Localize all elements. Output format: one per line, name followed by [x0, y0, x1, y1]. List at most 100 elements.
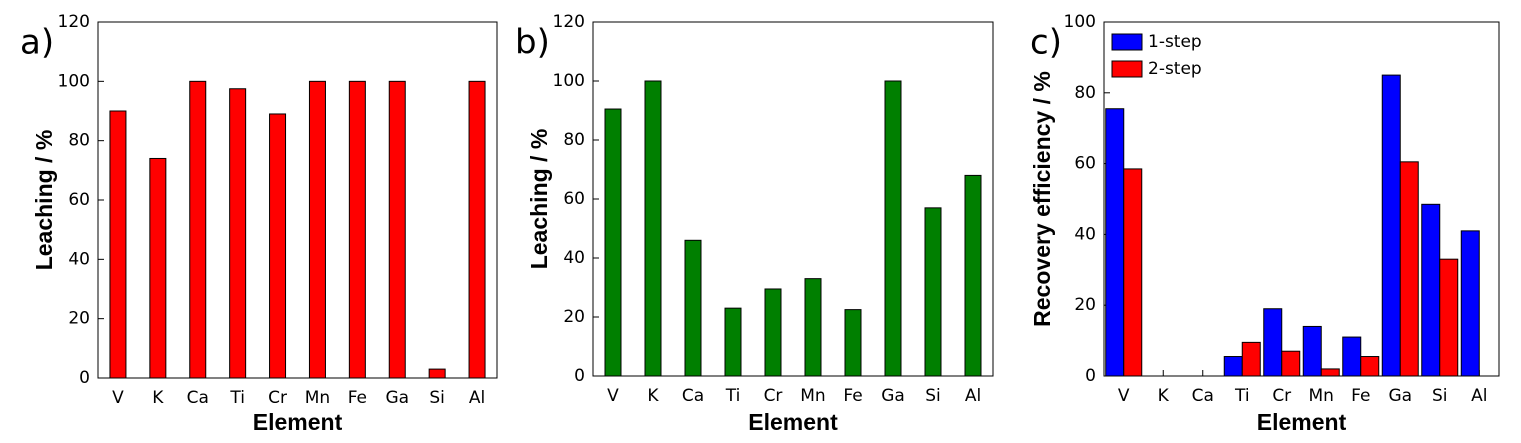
y-axis-label: Recovery efficiency / %: [1029, 71, 1055, 327]
x-tick-label: Ti: [229, 388, 245, 408]
x-tick-label: Mn: [1309, 386, 1334, 406]
bar: [884, 80, 902, 377]
legend-swatch: [1111, 33, 1143, 51]
legend-label: 1-step: [1148, 32, 1202, 52]
bar: [804, 278, 822, 377]
bar: [1223, 356, 1243, 377]
y-tick-label: 0: [1085, 366, 1096, 386]
bar: [1421, 203, 1441, 377]
bar: [964, 174, 982, 377]
bar: [1439, 258, 1459, 377]
panel-label: a): [20, 23, 54, 63]
bar: [604, 108, 622, 377]
bar: [269, 113, 287, 379]
x-tick-label: K: [152, 388, 164, 408]
x-tick-label: K: [647, 386, 659, 406]
y-tick-label: 40: [68, 249, 90, 269]
plot-frame: [1103, 21, 1500, 377]
bar: [1263, 308, 1283, 377]
y-tick-label: 0: [79, 368, 90, 388]
y-tick-label: 80: [1074, 83, 1096, 103]
x-tick-label: Si: [1432, 386, 1448, 406]
x-tick-label: Ca: [1192, 386, 1214, 406]
bar: [684, 239, 702, 377]
x-tick-label: V: [112, 388, 124, 408]
y-tick-label: 100: [553, 71, 585, 91]
y-tick-label: 100: [58, 71, 90, 91]
legend-swatch: [1111, 60, 1143, 78]
bar: [1302, 325, 1322, 377]
y-axis-label: Leaching / %: [526, 129, 552, 270]
bar: [724, 307, 742, 377]
x-tick-label: Ti: [725, 386, 741, 406]
y-tick-label: 40: [1074, 224, 1096, 244]
x-tick-label: Cr: [1272, 386, 1291, 406]
x-tick-label: V: [1118, 386, 1130, 406]
x-tick-label: V: [607, 386, 619, 406]
y-tick-label: 20: [68, 309, 90, 329]
y-tick-label: 60: [68, 190, 90, 210]
bar: [924, 207, 942, 377]
x-tick-label: Fe: [843, 386, 862, 406]
x-tick-label: Ga: [881, 386, 905, 406]
x-tick-label: Ca: [682, 386, 704, 406]
x-tick-label: Si: [429, 388, 445, 408]
bar: [348, 80, 366, 379]
y-tick-label: 0: [574, 366, 585, 386]
bar: [1123, 168, 1143, 377]
x-axis-label: Element: [1257, 409, 1347, 435]
x-tick-label: Si: [925, 386, 941, 406]
bar: [1281, 350, 1301, 377]
bar: [308, 80, 326, 379]
bar: [1105, 108, 1125, 377]
y-tick-label: 60: [1074, 154, 1096, 174]
x-axis-label: Element: [253, 409, 343, 435]
bar: [844, 309, 862, 377]
y-tick-label: 40: [563, 248, 585, 268]
legend-label: 2-step: [1148, 59, 1202, 79]
y-tick-label: 120: [553, 12, 585, 32]
y-axis-label: Leaching / %: [31, 130, 57, 271]
bar: [388, 80, 406, 379]
x-tick-label: Mn: [305, 388, 330, 408]
y-tick-label: 120: [58, 12, 90, 32]
x-tick-label: Ca: [187, 388, 209, 408]
x-axis-label: Element: [748, 409, 838, 435]
x-tick-label: Ga: [1388, 386, 1412, 406]
x-tick-label: Fe: [348, 388, 367, 408]
y-tick-label: 80: [68, 131, 90, 151]
x-tick-label: Ga: [385, 388, 409, 408]
x-tick-label: Cr: [268, 388, 287, 408]
x-tick-label: Mn: [800, 386, 825, 406]
panel-label: c): [1030, 23, 1062, 63]
y-tick-label: 20: [1074, 295, 1096, 315]
bar: [764, 288, 782, 377]
y-tick-label: 20: [563, 307, 585, 327]
bar: [1360, 356, 1380, 377]
bar: [644, 80, 662, 377]
bar: [229, 88, 247, 379]
bar: [149, 157, 167, 379]
x-tick-label: Al: [1471, 386, 1487, 406]
y-tick-label: 80: [563, 130, 585, 150]
x-tick-label: Cr: [764, 386, 783, 406]
bar: [1399, 161, 1419, 377]
y-tick-label: 60: [563, 189, 585, 209]
x-tick-label: Al: [965, 386, 981, 406]
bar: [109, 110, 127, 379]
bar: [1342, 336, 1362, 377]
plot-frame: [592, 21, 994, 377]
bar: [428, 368, 446, 379]
bar: [1460, 230, 1480, 377]
panel-label: b): [515, 23, 550, 63]
x-tick-label: Fe: [1351, 386, 1370, 406]
bar: [1381, 74, 1401, 377]
bar: [468, 80, 486, 379]
plot-frame: [97, 21, 498, 379]
bar: [189, 80, 207, 379]
x-tick-label: Al: [469, 388, 485, 408]
bar: [1241, 341, 1261, 377]
y-tick-label: 100: [1064, 12, 1096, 32]
x-tick-label: Ti: [1234, 386, 1250, 406]
